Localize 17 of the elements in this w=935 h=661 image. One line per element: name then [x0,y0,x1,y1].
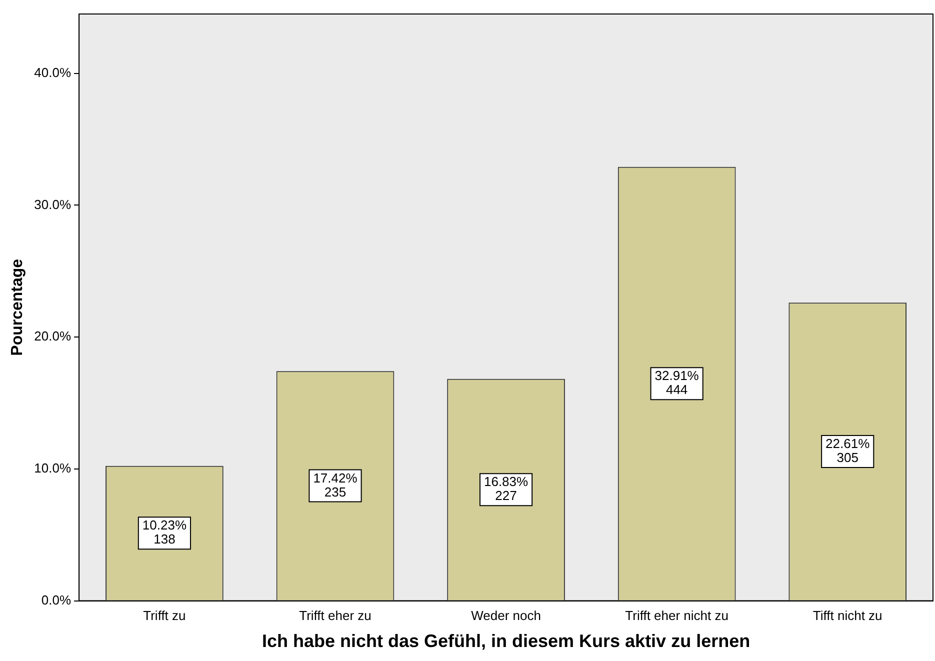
y-tick-label: 20.0% [34,328,72,344]
data-label: 16.83% 227 [484,474,529,504]
data-label: 17.42% 235 [313,470,358,500]
data-label: 32.91% 444 [654,368,700,398]
y-tick-label: 0.0% [41,592,72,608]
x-tick-label: Trifft eher zu [299,608,372,624]
x-axis-title: Ich habe nicht das Gefühl, in diesem Kurs aktiv zu lernen [262,631,750,652]
y-axis-title: Pourcentage [9,258,26,356]
y-tick-label: 10.0% [34,460,72,476]
y-tick-label: 40.0% [34,64,72,80]
x-tick-label: Trifft zu [143,608,186,624]
y-tick-label: 30.0% [34,196,72,212]
x-tick-label: Trifft eher nicht zu [625,608,728,624]
x-tick-label: Tifft nicht zu [812,608,882,624]
data-label: 22.61% 305 [826,436,870,466]
x-tick-label: Weder noch [471,608,541,624]
data-label: 10.23% 138 [142,518,187,547]
